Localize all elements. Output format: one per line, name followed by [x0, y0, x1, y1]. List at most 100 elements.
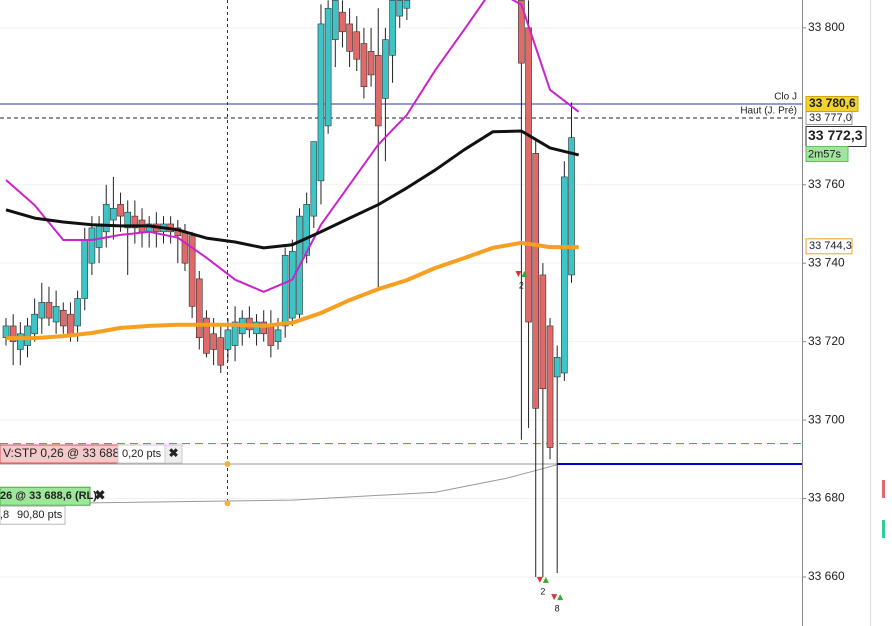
- y-tick-label: 33 700: [808, 412, 845, 426]
- order-text: V:STP 0,26 @ 33 688,8: [3, 446, 130, 460]
- last-price: 33 772,3: [808, 127, 863, 143]
- side-mark: [882, 520, 885, 538]
- moving-average: [6, 240, 579, 341]
- candle-body: [289, 251, 296, 319]
- order-sub-box: [0, 505, 66, 525]
- candle-body: [24, 325, 31, 346]
- candle-body: [117, 204, 124, 217]
- candle-body: [210, 333, 217, 350]
- candle-body: [561, 176, 568, 374]
- candle-body: [9, 325, 17, 342]
- candle-body: [518, 0, 525, 64]
- cancel-icon: ✖: [168, 446, 178, 460]
- order-pts: 90,80 pts: [17, 509, 63, 521]
- y-tick-label: 33 720: [808, 334, 845, 348]
- ma-price: 33 744,3: [809, 240, 852, 252]
- candle-body: [52, 306, 60, 323]
- candle-body: [31, 313, 38, 335]
- candle-body: [317, 23, 325, 182]
- candle-body: [74, 298, 81, 327]
- candle-body: [396, 0, 404, 17]
- ma-price-box: [805, 238, 853, 255]
- candle-body: [2, 325, 10, 339]
- candle-body: [231, 321, 239, 346]
- overlay: 33 660 33 680 33 700 33 720 33 740 33 760 33 8…: [0, 20, 867, 583]
- candle-body: [88, 227, 96, 264]
- y-tick-label: 33 680: [808, 491, 845, 505]
- candle-body: [532, 153, 540, 409]
- level-price-box: [805, 95, 859, 112]
- candle-body: [389, 0, 396, 56]
- candle-body: [553, 357, 561, 378]
- candle-body: [310, 141, 318, 217]
- candle-body: [353, 31, 361, 60]
- marker-label: 8: [555, 604, 560, 614]
- crosshair-dot: [224, 461, 231, 468]
- candle-body: [224, 329, 232, 350]
- y-tick-label: 33 760: [808, 177, 845, 191]
- cancel-button[interactable]: [164, 444, 183, 464]
- candle-body: [95, 223, 103, 248]
- candle-body: [374, 55, 382, 127]
- level-price: 33 780,6: [809, 96, 856, 110]
- moving-average: [5, 129, 580, 250]
- crosshair-dot: [224, 500, 231, 507]
- candle-body: [260, 321, 268, 335]
- candle-body: [339, 11, 346, 33]
- candle-body: [17, 333, 24, 350]
- trade-arrow: [521, 270, 528, 277]
- candle-body: [203, 317, 210, 354]
- candle-body: [124, 211, 132, 229]
- marker-label: 2: [540, 586, 545, 596]
- order-sub: ,8: [0, 509, 9, 521]
- candle-body: [539, 274, 547, 390]
- plot-area: [0, 0, 802, 626]
- trade-arrow: [515, 270, 522, 277]
- candle-body: [324, 7, 332, 127]
- candle-body: [102, 204, 110, 233]
- marker-label: 2: [519, 280, 524, 290]
- level-label: Haut (J. Pré): [740, 106, 797, 117]
- candle-body: [59, 309, 67, 327]
- side-mark: [882, 480, 885, 498]
- candle-body: [360, 43, 368, 87]
- candle-body: [195, 278, 203, 339]
- candle-body: [331, 0, 339, 40]
- candle-body: [281, 255, 289, 327]
- candle-body: [67, 313, 74, 335]
- candle-body: [382, 39, 389, 99]
- candle-body: [253, 321, 260, 335]
- candle-body: [131, 215, 139, 229]
- candle-body: [403, 0, 411, 9]
- level-label: Clo J: [774, 92, 797, 103]
- candle-body: [81, 239, 89, 299]
- candle-body: [303, 204, 310, 256]
- plot: 228: [0, 0, 802, 614]
- trade-arrow: [557, 594, 564, 601]
- level-price: 33 777,0: [809, 112, 852, 124]
- candle-body: [45, 302, 53, 319]
- trade-arrow: [542, 576, 549, 583]
- order-pts: 0,20 pts: [122, 448, 162, 460]
- cancel-icon[interactable]: ✖: [95, 488, 106, 503]
- candle-body: [525, 27, 532, 323]
- y-tick-label: 33 740: [808, 255, 845, 269]
- candle-body: [188, 235, 196, 307]
- candle-body: [367, 51, 375, 76]
- order-curve: [5, 464, 558, 505]
- candle-body: [274, 329, 282, 342]
- candle-body: [267, 325, 275, 346]
- trade-arrow: [551, 594, 558, 601]
- moving-average: [5, 0, 580, 293]
- candle-body: [38, 302, 46, 319]
- candle-body: [346, 23, 353, 52]
- y-tick-label: 33 660: [808, 569, 845, 583]
- timer: 2m57s: [808, 148, 842, 160]
- candle-body: [568, 137, 575, 276]
- candle-body: [546, 325, 554, 448]
- candle-body: [217, 337, 225, 366]
- trade-arrow: [536, 576, 543, 583]
- timer-box: [805, 145, 849, 162]
